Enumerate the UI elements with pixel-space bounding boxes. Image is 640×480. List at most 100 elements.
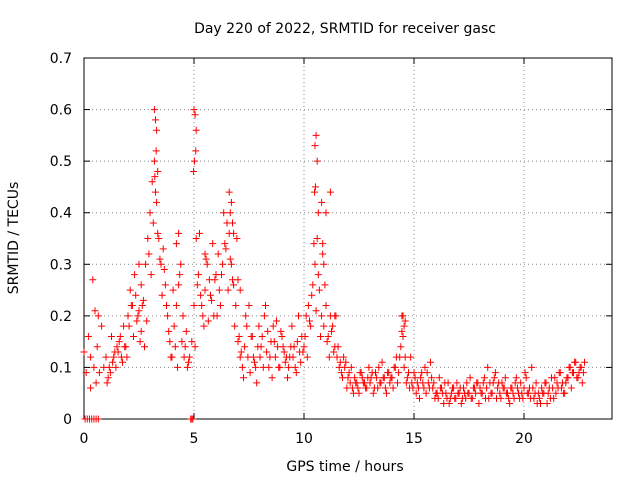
data-point <box>319 250 327 258</box>
data-point <box>260 312 268 320</box>
data-point <box>284 374 291 382</box>
data-point <box>84 332 92 340</box>
x-tick-label: 20 <box>515 431 533 447</box>
data-point <box>398 327 406 335</box>
data-point <box>134 312 142 320</box>
data-point <box>378 358 386 366</box>
data-point <box>409 384 417 392</box>
data-point <box>119 358 126 366</box>
data-point <box>169 286 177 294</box>
y-tick-label: 0 <box>63 412 72 428</box>
data-point <box>234 338 242 346</box>
data-point <box>356 369 364 377</box>
data-point <box>236 353 244 361</box>
data-point <box>312 131 320 139</box>
data-point <box>230 281 238 289</box>
data-point <box>199 312 207 320</box>
data-point <box>579 369 587 377</box>
data-point <box>491 369 499 377</box>
data-point <box>313 235 321 242</box>
data-point <box>506 400 514 408</box>
data-point <box>480 374 488 382</box>
data-point <box>490 374 498 382</box>
data-point <box>330 348 338 356</box>
data-point <box>375 363 383 371</box>
data-point <box>220 209 228 217</box>
data-point <box>317 332 324 340</box>
data-point <box>154 229 162 237</box>
data-point <box>192 147 200 155</box>
data-point <box>124 312 132 320</box>
data-point <box>142 260 150 268</box>
data-point <box>391 363 399 371</box>
data-point <box>106 369 114 377</box>
data-point <box>477 389 485 397</box>
data-point <box>325 353 333 361</box>
data-point <box>244 353 252 361</box>
data-point <box>214 250 222 258</box>
data-point <box>322 209 330 217</box>
data-point <box>174 363 181 371</box>
data-point <box>123 353 131 361</box>
data-point <box>268 374 276 382</box>
data-point <box>175 281 183 289</box>
data-point <box>98 322 106 330</box>
data-point <box>358 374 366 382</box>
data-point <box>237 348 245 356</box>
data-point <box>109 358 117 366</box>
data-point <box>340 353 348 361</box>
data-point <box>263 348 271 356</box>
data-point <box>400 322 408 330</box>
data-point <box>209 240 217 248</box>
data-point <box>517 379 525 387</box>
data-point <box>255 322 263 330</box>
data-point <box>309 281 317 289</box>
data-point <box>151 173 159 181</box>
data-point <box>383 389 390 397</box>
data-point <box>154 167 162 175</box>
data-point <box>578 379 586 387</box>
data-point <box>464 389 472 397</box>
data-point <box>574 374 582 382</box>
data-point <box>215 286 223 294</box>
data-point <box>175 229 183 237</box>
data-point <box>149 219 157 227</box>
data-point <box>320 260 328 268</box>
data-point <box>103 379 111 387</box>
data-point <box>245 302 253 310</box>
data-point <box>311 260 319 268</box>
data-point <box>411 374 419 382</box>
data-point <box>235 332 243 340</box>
data-point <box>501 374 509 382</box>
data-point <box>190 302 198 310</box>
data-point <box>460 384 467 392</box>
data-point <box>266 353 274 361</box>
data-point <box>512 374 520 382</box>
data-point <box>389 384 397 392</box>
data-point <box>153 198 161 206</box>
x-tick-label: 5 <box>190 431 199 447</box>
data-point <box>165 327 173 335</box>
data-point <box>508 384 516 392</box>
data-point <box>457 400 465 408</box>
data-point <box>152 116 159 124</box>
data-point <box>372 369 379 377</box>
data-point <box>328 327 335 335</box>
data-point <box>488 389 496 397</box>
data-point <box>537 400 544 408</box>
data-point <box>113 343 121 351</box>
data-point <box>479 379 487 387</box>
data-point <box>429 384 437 392</box>
data-point <box>499 384 507 392</box>
data-point <box>421 363 429 371</box>
data-point <box>526 384 533 392</box>
data-point <box>279 343 287 351</box>
data-point <box>87 353 95 361</box>
data-point <box>202 255 210 263</box>
data-point <box>285 363 293 371</box>
data-point <box>522 374 530 382</box>
data-point <box>264 327 272 335</box>
data-point <box>280 348 288 356</box>
data-point <box>258 332 266 340</box>
data-point <box>182 327 190 335</box>
